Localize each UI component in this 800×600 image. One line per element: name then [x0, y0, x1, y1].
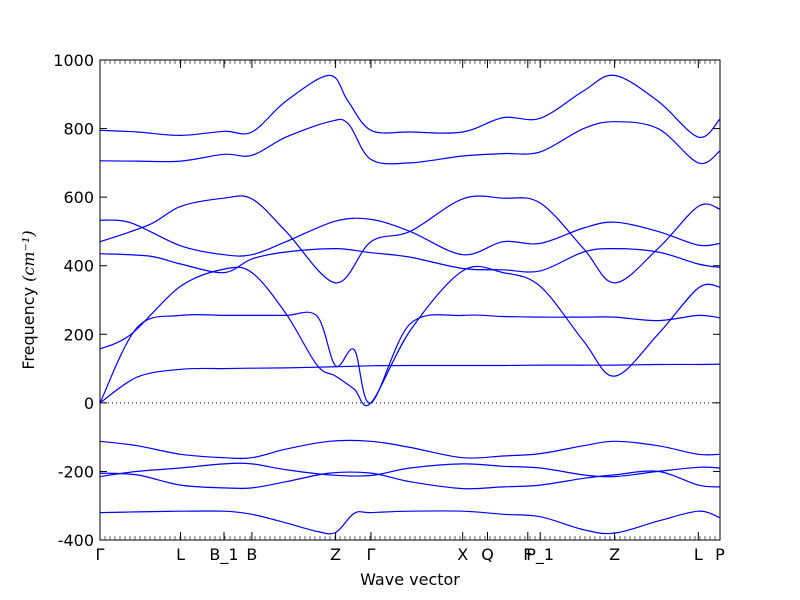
x-tick-label: Q	[481, 545, 494, 564]
band-line-2	[99, 311, 721, 404]
axis-ticks: -400 -200 0 200 400 600 800 1000 Γ L B_1 B Z Γ X Q FP_1 Z…	[53, 51, 725, 565]
x-tick-label: P_1	[526, 545, 554, 565]
x-tick-label: Γ	[366, 545, 375, 564]
x-tick-label: X	[457, 545, 468, 564]
y-tick-label: 600	[63, 188, 94, 207]
band-line-4	[99, 247, 721, 274]
x-tick-label: Γ	[96, 545, 105, 564]
y-tick-label: -400	[58, 531, 94, 550]
band-line-10	[99, 470, 721, 490]
band-line-11	[99, 462, 721, 478]
x-tick-label: L	[694, 545, 703, 564]
x-axis-label: Wave vector	[360, 570, 460, 589]
band-line-1	[99, 363, 721, 404]
band-line-8	[99, 74, 721, 138]
y-axis-label-text: Frequency	[19, 282, 38, 370]
y-tick-label: 200	[63, 325, 94, 344]
band-line-5	[99, 195, 721, 284]
band-line-12	[99, 510, 721, 535]
x-tick-label: F	[523, 545, 532, 564]
band-line-7	[99, 118, 721, 165]
x-tick-label: Z	[609, 545, 620, 564]
x-tick-label: L	[176, 545, 185, 564]
x-tick-label: Z	[330, 545, 341, 564]
band-line-6	[99, 217, 721, 257]
y-tick-label: 0	[84, 394, 94, 413]
y-axis-unit: (cm⁻¹)	[19, 230, 38, 281]
y-axis-label: Frequency (cm⁻¹)	[19, 230, 38, 369]
y-tick-label: -200	[58, 462, 94, 481]
y-tick-label: 400	[63, 257, 94, 276]
band-line-3	[99, 265, 721, 407]
band-line-9	[99, 439, 721, 460]
x-tick-label: P	[715, 545, 725, 564]
plot-frame	[99, 59, 721, 541]
x-tick-label: B_1	[209, 545, 238, 565]
y-tick-label: 800	[63, 120, 94, 139]
x-tick-label: B	[246, 545, 257, 564]
y-tick-label: 1000	[53, 51, 94, 70]
phonon-bands	[99, 74, 721, 535]
